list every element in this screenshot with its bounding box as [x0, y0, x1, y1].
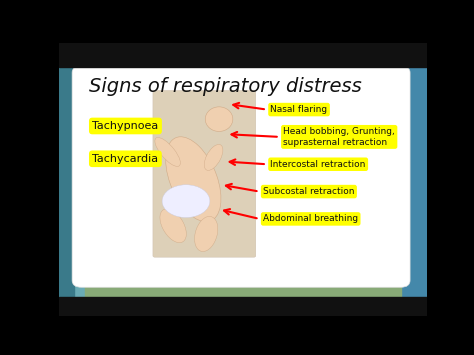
Text: Intercostal retraction: Intercostal retraction	[271, 160, 366, 169]
Ellipse shape	[160, 209, 186, 243]
Bar	[85, 269, 401, 297]
Ellipse shape	[155, 137, 180, 166]
Ellipse shape	[166, 137, 221, 222]
Bar	[59, 43, 427, 67]
Bar	[401, 67, 427, 297]
Ellipse shape	[162, 185, 210, 218]
FancyBboxPatch shape	[153, 91, 256, 257]
Ellipse shape	[194, 217, 218, 251]
Text: Signs of respiratory distress: Signs of respiratory distress	[89, 77, 361, 96]
Text: Tachycardia: Tachycardia	[92, 154, 158, 164]
Text: Head bobbing, Grunting,
suprasternal retraction: Head bobbing, Grunting, suprasternal ret…	[283, 127, 395, 147]
Bar	[59, 297, 427, 316]
Text: Nasal flaring: Nasal flaring	[271, 105, 328, 114]
Ellipse shape	[204, 144, 223, 170]
Bar	[85, 67, 401, 269]
Ellipse shape	[205, 107, 233, 131]
Text: Subcostal retraction: Subcostal retraction	[263, 187, 355, 196]
Text: Tachypnoea: Tachypnoea	[92, 121, 159, 131]
Text: Abdominal breathing: Abdominal breathing	[263, 214, 358, 223]
FancyBboxPatch shape	[72, 66, 410, 287]
Bar	[59, 67, 85, 297]
Bar	[59, 67, 74, 297]
